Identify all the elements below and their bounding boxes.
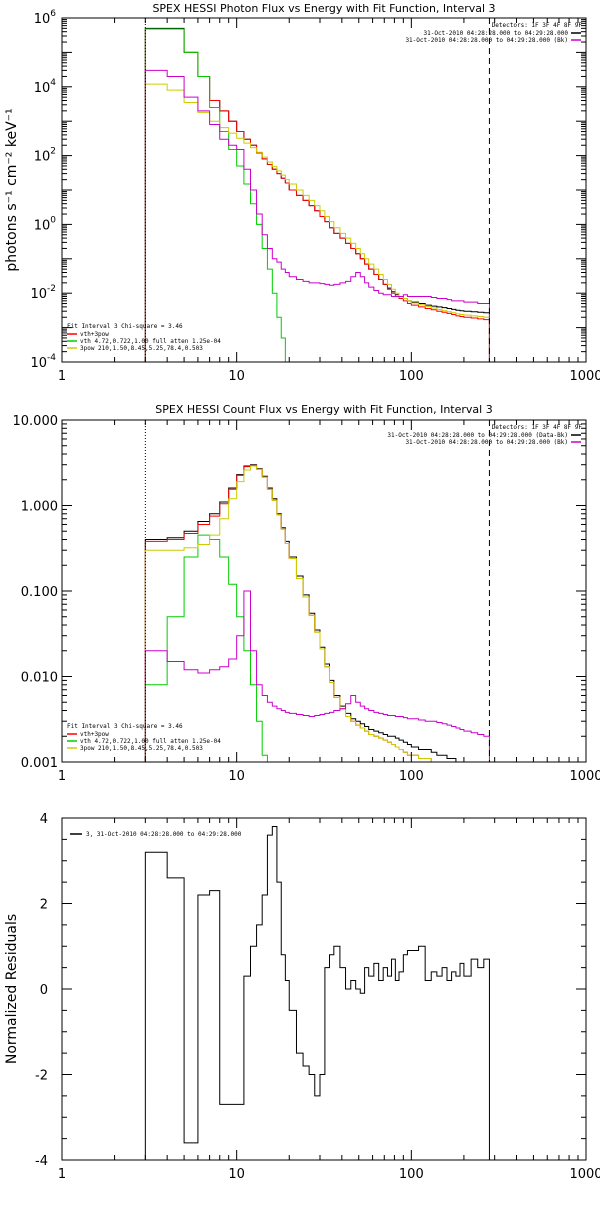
chart-title: SPEX HESSI Count Flux vs Energy with Fit… — [155, 403, 492, 416]
legend-header: Fit Interval 3 Chi-square = 3.46 — [67, 323, 183, 330]
x-tick-label: 1000 — [569, 769, 600, 784]
legend-entry-label: 3pow 210,1.50,8.45,5.25,78.4,0.503 — [80, 745, 203, 752]
y-axis-label: Normalized Residuals — [4, 914, 20, 1064]
y-tick-label: -2 — [35, 1069, 48, 1084]
x-tick-label: 1 — [58, 369, 66, 384]
series-line-3pow — [145, 466, 489, 764]
y-tick-label: 1.000 — [21, 500, 58, 515]
chart-panel-2: SPEX HESSI Count Flux vs Energy with Fit… — [13, 403, 600, 784]
legend-entry-label: 3pow 210,1.50,8.45,5.25,78.4,0.503 — [80, 345, 203, 352]
series-group — [145, 465, 489, 764]
legend-entry-label: vth 4.72,0.722,1.00 full atten 1.25e-04 — [80, 738, 221, 745]
series-line-vth — [145, 29, 489, 364]
legend-entry-label: vth 4.72,0.722,1.00 full atten 1.25e-04 — [80, 338, 221, 345]
plot-frame — [62, 420, 586, 762]
x-tick-label: 100 — [399, 769, 424, 784]
legend-entry-label: vth+3pow — [80, 331, 109, 338]
y-tick-label: 10.000 — [13, 414, 59, 429]
y-tick-label: 10-4 — [30, 353, 56, 371]
x-tick-label: 10 — [228, 769, 245, 784]
series-group — [145, 827, 489, 1162]
legend-entry-label: 31-Oct-2010 04:28:28.000 to 04:29:28.000… — [405, 37, 568, 44]
x-tick-label: 10 — [228, 369, 245, 384]
x-tick-label: 1000 — [569, 1167, 600, 1182]
x-tick-label: 1000 — [569, 369, 600, 384]
y-tick-label: 102 — [34, 147, 56, 165]
legend-entry-label: 31-Oct-2010 04:28:28.000 to 04:29:28.000… — [387, 432, 568, 439]
series-group — [145, 28, 489, 364]
y-tick-label: 100 — [34, 215, 57, 233]
y-tick-label: 0.100 — [21, 585, 58, 600]
series-line-data — [145, 465, 489, 764]
legend-bottom-left: Fit Interval 3 Chi-square = 3.46vth+3pow… — [67, 323, 221, 352]
legend-top-left: 3, 31-Oct-2010 04:28:28.000 to 04:29:28.… — [70, 831, 242, 838]
x-tick-label: 100 — [399, 369, 424, 384]
plot-frame — [62, 818, 586, 1160]
chart-panel-1: SPEX HESSI Photon Flux vs Energy with Fi… — [4, 2, 600, 384]
x-tick-label: 10 — [228, 1167, 245, 1182]
y-tick-label: 106 — [34, 9, 57, 27]
legend-header: Detectors: 1F 3F 4F 8F 9F — [492, 424, 583, 431]
x-tick-label: 1 — [58, 769, 66, 784]
y-tick-label: 0.001 — [21, 756, 58, 771]
x-tick-label: 1 — [58, 1167, 66, 1182]
series-line-vth — [145, 535, 489, 764]
series-line-residuals — [145, 827, 489, 1162]
y-tick-label: 0.010 — [21, 671, 58, 686]
y-tick-label: 4 — [40, 812, 48, 827]
y-tick-label: 2 — [40, 898, 48, 913]
legend-entry-label: 31-Oct-2010 04:28:28.000 to 04:29:28.000 — [424, 30, 569, 37]
legend-bottom-left: Fit Interval 3 Chi-square = 3.46vth+3pow… — [67, 723, 221, 752]
y-tick-label: 0 — [40, 983, 48, 998]
y-tick-label: 104 — [34, 78, 57, 96]
y-axis-label: photons s⁻¹ cm⁻² keV⁻¹ — [4, 108, 20, 271]
series-line-background — [145, 70, 489, 364]
plot-frame — [62, 18, 586, 362]
y-tick-label: 10-2 — [30, 284, 56, 302]
chart-title: SPEX HESSI Photon Flux vs Energy with Fi… — [152, 2, 495, 15]
legend-entry-label: 31-Oct-2010 04:28:28.000 to 04:29:28.000… — [405, 439, 568, 446]
y-tick-label: -4 — [35, 1154, 48, 1169]
legend-header: Fit Interval 3 Chi-square = 3.46 — [67, 723, 183, 730]
series-line-vth+3pow — [145, 465, 489, 764]
series-line-vth+3pow — [145, 29, 489, 364]
x-tick-label: 100 — [399, 1167, 424, 1182]
series-line-data — [145, 28, 489, 364]
legend-entry-label: vth+3pow — [80, 731, 109, 738]
legend-entry-label: 3, 31-Oct-2010 04:28:28.000 to 04:29:28.… — [86, 831, 242, 838]
series-line-3pow — [145, 84, 489, 364]
chart-panel-3: 1 10 100 1000 -4 -2 0 2 4 Normalized Residuals 3, … — [4, 812, 600, 1182]
legend-header: Detectors: 1F 3F 4F 8F 9F — [492, 22, 583, 29]
